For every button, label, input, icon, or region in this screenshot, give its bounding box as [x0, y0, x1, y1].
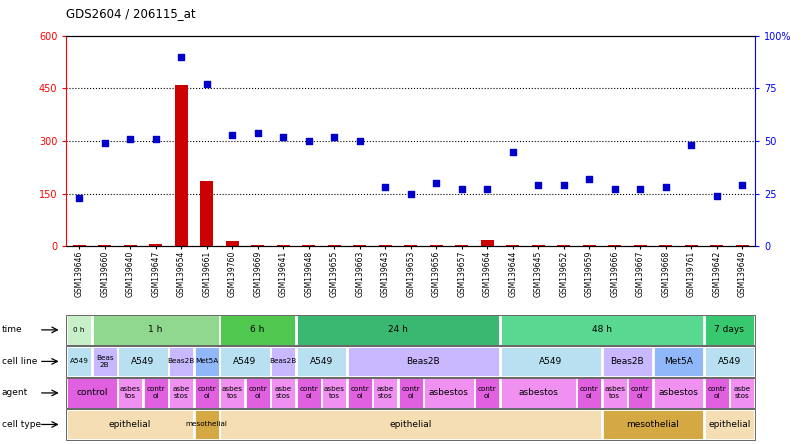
Text: contr
ol: contr ol	[580, 386, 599, 400]
Point	[124, 135, 137, 143]
Text: epithelial: epithelial	[390, 420, 432, 429]
Point	[506, 148, 519, 155]
Text: contr
ol: contr ol	[631, 386, 650, 400]
Point	[710, 192, 723, 199]
Bar	[226, 241, 239, 246]
Text: GDS2604 / 206115_at: GDS2604 / 206115_at	[66, 7, 196, 20]
Text: asbe
stos: asbe stos	[173, 386, 190, 400]
Text: A549: A549	[539, 357, 563, 366]
Point	[480, 186, 493, 193]
Point	[302, 138, 315, 145]
Text: asbes
tos: asbes tos	[120, 386, 141, 400]
Point	[582, 175, 595, 182]
Point	[200, 80, 213, 87]
Point	[353, 138, 366, 145]
Text: 6 h: 6 h	[250, 325, 265, 334]
Text: asbestos: asbestos	[518, 388, 558, 397]
Text: control: control	[76, 388, 108, 397]
Text: contr
ol: contr ol	[198, 386, 216, 400]
Point	[684, 142, 697, 149]
Text: asbe
stos: asbe stos	[377, 386, 394, 400]
Text: mesothelial: mesothelial	[626, 420, 680, 429]
Text: asbes
tos: asbes tos	[222, 386, 243, 400]
Text: contr
ol: contr ol	[478, 386, 497, 400]
Text: Beas2B: Beas2B	[168, 358, 194, 365]
Point	[429, 180, 442, 187]
Point	[73, 194, 86, 202]
Point	[557, 182, 570, 189]
Point	[277, 133, 290, 140]
Point	[328, 133, 341, 140]
Bar	[481, 240, 493, 246]
Text: contr
ol: contr ol	[350, 386, 369, 400]
Point	[608, 186, 621, 193]
Text: Beas
2B: Beas 2B	[96, 355, 113, 368]
Text: cell type: cell type	[2, 420, 40, 429]
Text: cell line: cell line	[2, 357, 37, 366]
Text: contr
ol: contr ol	[147, 386, 165, 400]
Point	[404, 190, 417, 197]
Point	[149, 135, 162, 143]
Text: Beas2B: Beas2B	[270, 358, 296, 365]
Text: asbes
tos: asbes tos	[324, 386, 345, 400]
Text: 1 h: 1 h	[148, 325, 163, 334]
Text: contr
ol: contr ol	[401, 386, 420, 400]
Text: time: time	[2, 325, 22, 334]
Text: asbestos: asbestos	[429, 388, 469, 397]
Bar	[175, 85, 188, 246]
Text: asbe
stos: asbe stos	[275, 386, 292, 400]
Text: 7 days: 7 days	[714, 325, 744, 334]
Text: contr
ol: contr ol	[300, 386, 318, 400]
Text: mesothelial: mesothelial	[185, 421, 228, 428]
Point	[735, 182, 748, 189]
Text: A549: A549	[718, 357, 741, 366]
Text: 48 h: 48 h	[592, 325, 612, 334]
Text: 0 h: 0 h	[74, 327, 85, 333]
Text: epithelial: epithelial	[109, 420, 151, 429]
Point	[226, 131, 239, 138]
Point	[633, 186, 646, 193]
Point	[175, 53, 188, 60]
Text: 24 h: 24 h	[388, 325, 408, 334]
Text: contr
ol: contr ol	[249, 386, 267, 400]
Text: A549: A549	[309, 357, 333, 366]
Point	[98, 139, 111, 147]
Text: Met5A: Met5A	[195, 358, 218, 365]
Text: A549: A549	[233, 357, 257, 366]
Bar	[149, 244, 162, 246]
Text: Beas2B: Beas2B	[611, 357, 644, 366]
Text: Beas2B: Beas2B	[407, 357, 440, 366]
Text: epithelial: epithelial	[708, 420, 751, 429]
Text: asbes
tos: asbes tos	[604, 386, 625, 400]
Point	[531, 182, 544, 189]
Point	[455, 186, 468, 193]
Text: asbe
stos: asbe stos	[734, 386, 751, 400]
Point	[251, 129, 264, 136]
Point	[659, 184, 672, 191]
Text: Met5A: Met5A	[664, 357, 693, 366]
Text: A549: A549	[131, 357, 155, 366]
Text: A549: A549	[70, 358, 88, 365]
Text: contr
ol: contr ol	[707, 386, 726, 400]
Text: agent: agent	[2, 388, 28, 397]
Point	[379, 184, 392, 191]
Bar	[200, 182, 213, 246]
Text: asbestos: asbestos	[659, 388, 698, 397]
